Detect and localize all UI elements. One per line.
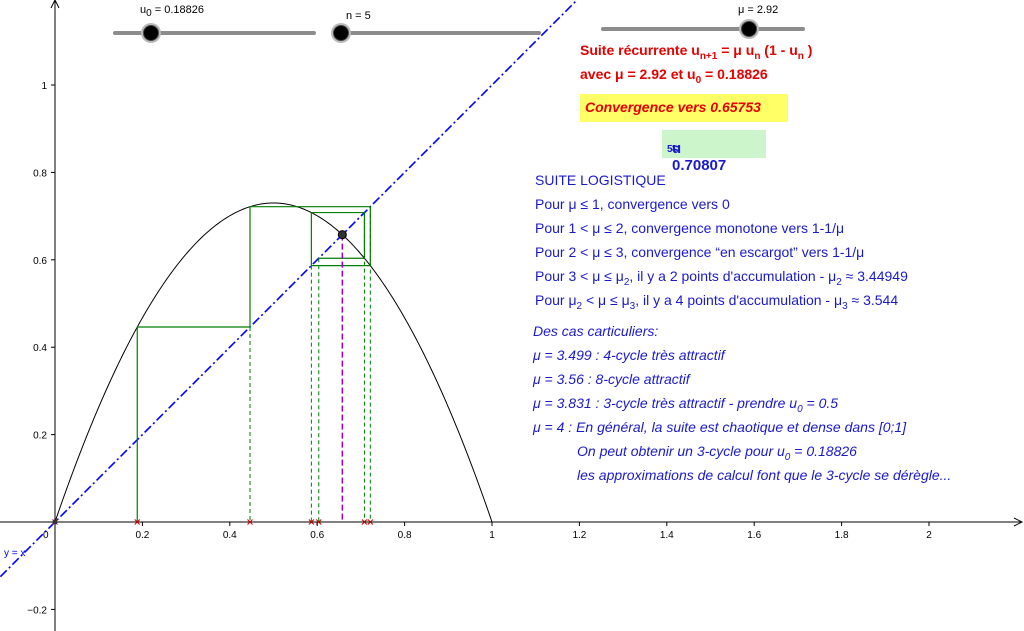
notes-title: SUITE LOGISTIQUE (535, 172, 666, 188)
note-line-1: Pour μ ≤ 1, convergence vers 0 (535, 196, 730, 212)
x-tick-label: 0.4 (223, 530, 237, 541)
mu-slider[interactable] (601, 19, 805, 39)
x-tick-label: 0.6 (310, 530, 324, 541)
u0-slider-track[interactable] (113, 31, 316, 35)
y-tick-label: 0.2 (33, 431, 47, 442)
cases-title: Des cas carticuliers: (533, 323, 659, 339)
y-tick-label: −0.2 (27, 605, 47, 616)
n-slider[interactable] (333, 23, 541, 43)
case-line-6: les approximations de calcul font que le… (577, 467, 952, 483)
origin-label: 0 (43, 530, 49, 541)
y-tick-label: 0.6 (33, 256, 47, 267)
y-tick-label: 0.8 (33, 168, 47, 179)
u0-slider-label: u0 = 0.18826 (140, 4, 204, 20)
case-line-3: μ = 3.831 : 3-cycle très attractif - pre… (533, 395, 839, 415)
case-line-5: On peut obtenir un 3-cycle pour u0 = 0.1… (577, 443, 857, 463)
diagonal-label: y = x (4, 548, 25, 559)
y-tick-label: 0.4 (33, 343, 47, 354)
parameters-line: avec μ = 2.92 et u0 = 0.18826 (580, 66, 768, 86)
fixed-point (337, 230, 347, 240)
x-tick-label: 1.2 (572, 530, 586, 541)
note-line-3: Pour 2 < μ ≤ 3, convergence “en escargot… (535, 244, 865, 260)
axis-mark (361, 519, 368, 525)
x-tick-label: 1.8 (835, 530, 849, 541)
recurrence-formula: Suite récurrente un+1 = μ un (1 - un ) (580, 42, 813, 62)
mu-slider-handle[interactable] (741, 21, 757, 37)
n-slider-handle[interactable] (333, 25, 349, 41)
u0-slider[interactable] (113, 23, 316, 43)
convergence-box: Convergence vers 0.65753 (580, 94, 788, 122)
axis-mark (134, 519, 141, 525)
axis-mark (308, 519, 315, 525)
x-tick-label: 0.8 (398, 530, 412, 541)
case-line-2: μ = 3.56 : 8-cycle attractif (533, 371, 690, 387)
y-tick-label: 1 (41, 81, 47, 92)
logistic-curve (54, 202, 493, 523)
n-slider-label: n = 5 (346, 10, 371, 22)
x-tick-label: 1.6 (747, 530, 761, 541)
x-tick-label: 2 (926, 530, 932, 541)
note-line-4: Pour 3 < μ ≤ μ2, il y a 2 points d'accum… (535, 268, 908, 288)
x-axis-arrow (1013, 517, 1024, 527)
x-tick-label: 0.2 (135, 530, 149, 541)
mu-slider-track[interactable] (601, 27, 805, 31)
diagonal-line (0, 0, 579, 578)
axis-mark (315, 519, 322, 525)
y-axis-arrow (50, 0, 60, 9)
note-line-5: Pour μ2 < μ ≤ μ3, il y a 4 points d'accu… (535, 292, 899, 312)
u0-slider-handle[interactable] (143, 25, 159, 41)
n-slider-track[interactable] (333, 31, 541, 35)
x-tick-label: 1.4 (660, 530, 674, 541)
case-line-1: μ = 3.499 : 4-cycle très attractif (533, 347, 725, 363)
note-line-2: Pour 1 < μ ≤ 2, convergence monotone ver… (535, 220, 845, 236)
convergence-text: Convergence vers 0.65753 (585, 99, 761, 115)
x-tick-label: 1 (489, 530, 495, 541)
case-line-4: μ = 4 : En général, la suite est chaotiq… (533, 419, 907, 435)
mu-slider-label: μ = 2.92 (738, 4, 779, 16)
origin-point (52, 519, 58, 525)
axis-mark (367, 519, 374, 525)
axis-mark (247, 519, 253, 525)
